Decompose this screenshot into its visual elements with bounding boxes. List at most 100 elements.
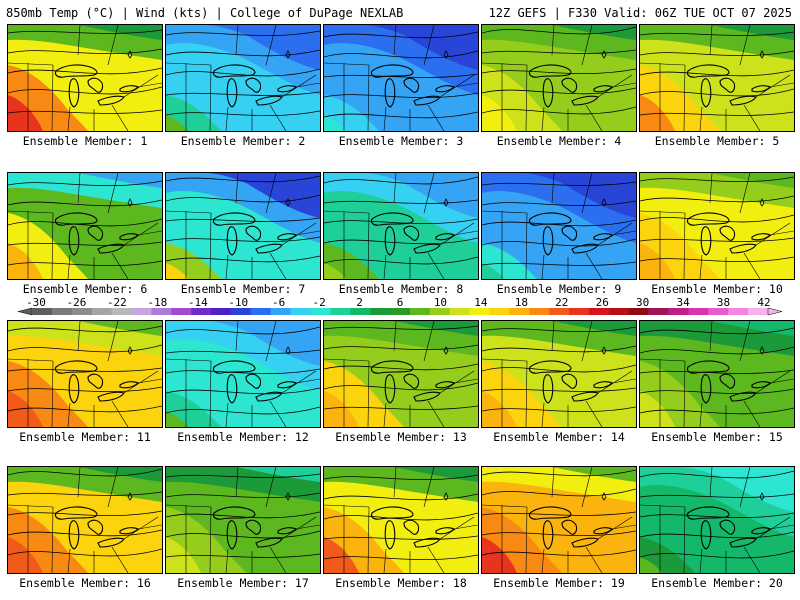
colorbar-tick-label: 22 (555, 296, 568, 309)
ensemble-member-label: Ensemble Member: 15 (651, 430, 783, 444)
colorbar-swatch (51, 308, 73, 315)
ensemble-map-16 (7, 466, 163, 574)
colorbar-tick-label: 10 (434, 296, 447, 309)
colorbar-swatch (569, 308, 590, 315)
temperature-map-3 (324, 25, 478, 131)
colorbar-swatch (131, 308, 152, 315)
ensemble-map-20 (639, 466, 795, 574)
colorbar-tick-label: 38 (717, 296, 730, 309)
colorbar-swatch (111, 308, 132, 315)
colorbar-swatch (71, 308, 92, 315)
colorbar-swatch (250, 308, 272, 315)
temperature-map-14 (482, 321, 636, 427)
colorbar-swatch (748, 308, 769, 315)
colorbar-max-arrow (767, 307, 783, 316)
colorbar-tick-label: 42 (757, 296, 770, 309)
ensemble-map-2 (165, 24, 321, 132)
colorbar-swatch (151, 308, 172, 315)
colorbar-swatch (608, 308, 630, 315)
colorbar-swatch (350, 308, 371, 315)
colorbar-swatch (449, 308, 470, 315)
temperature-map-4 (482, 25, 636, 131)
ensemble-map-11 (7, 320, 163, 428)
colorbar-swatch (549, 308, 570, 315)
ensemble-map-1 (7, 24, 163, 132)
colorbar-swatch (688, 308, 709, 315)
colorbar-swatch (409, 308, 431, 315)
colorbar-swatch (489, 308, 510, 315)
colorbar-swatch (310, 308, 331, 315)
temperature-map-20 (640, 467, 794, 573)
ensemble-member-label: Ensemble Member: 14 (493, 430, 625, 444)
ensemble-member-label: Ensemble Member: 9 (496, 282, 622, 296)
ensemble-member-label: Ensemble Member: 8 (338, 282, 464, 296)
colorbar-swatch (290, 308, 311, 315)
temperature-map-16 (8, 467, 162, 573)
ensemble-member-label: Ensemble Member: 7 (180, 282, 306, 296)
ensemble-member-label: Ensemble Member: 5 (654, 134, 780, 148)
ensemble-member-label: Ensemble Member: 20 (651, 576, 783, 590)
ensemble-member-label: Ensemble Member: 19 (493, 576, 625, 590)
colorbar-swatch (390, 308, 411, 315)
ensemble-map-3 (323, 24, 479, 132)
ensemble-member-label: Ensemble Member: 12 (177, 430, 309, 444)
ensemble-map-5 (639, 24, 795, 132)
colorbar-swatch (529, 308, 550, 315)
temperature-map-13 (324, 321, 478, 427)
temperature-map-8 (324, 173, 478, 279)
ensemble-member-label: Ensemble Member: 1 (22, 134, 148, 148)
colorbar-tick-label: 18 (515, 296, 528, 309)
ensemble-map-17 (165, 466, 321, 574)
colorbar-tick-label: -6 (272, 296, 285, 309)
colorbar-tick-label: -18 (147, 296, 167, 309)
temperature-map-10 (640, 173, 794, 279)
temperature-map-19 (482, 467, 636, 573)
ensemble-member-label: Ensemble Member: 3 (338, 134, 464, 148)
colorbar-min-arrow (17, 307, 33, 316)
temperature-map-9 (482, 173, 636, 279)
colorbar-tick-label: 26 (596, 296, 609, 309)
colorbar-tick-label: -14 (188, 296, 208, 309)
colorbar-swatch (648, 308, 669, 315)
ensemble-member-label: Ensemble Member: 16 (19, 576, 151, 590)
temperature-map-11 (8, 321, 162, 427)
colorbar-tick-label: -26 (67, 296, 87, 309)
ensemble-member-label: Ensemble Member: 11 (19, 430, 151, 444)
ensemble-map-8 (323, 172, 479, 280)
colorbar-swatch (370, 308, 391, 315)
colorbar-swatch (191, 308, 212, 315)
temperature-colorbar: -30 -26 -22 -18 -14 -10 -6 -2 2 6 10 14 18 22 26 30 34 38… (0, 296, 800, 318)
colorbar-swatch (32, 308, 53, 315)
ensemble-map-9 (481, 172, 637, 280)
ensemble-map-18 (323, 466, 479, 574)
ensemble-member-label: Ensemble Member: 18 (335, 576, 467, 590)
ensemble-map-10 (639, 172, 795, 280)
ensemble-map-15 (639, 320, 795, 428)
colorbar-svg: -30 -26 -22 -18 -14 -10 -6 -2 2 6 10 14 18 22 26 30 34 38… (17, 296, 783, 316)
colorbar-tick-label: 2 (356, 296, 363, 309)
header-left-title: 850mb Temp (°C) | Wind (kts) | College o… (6, 6, 404, 20)
colorbar-swatch (429, 308, 451, 315)
ensemble-member-label: Ensemble Member: 6 (22, 282, 148, 296)
header-right-title: 12Z GEFS | F330 Valid: 06Z TUE OCT 07 20… (488, 6, 792, 20)
temperature-map-12 (166, 321, 320, 427)
colorbar-swatch (509, 308, 530, 315)
ensemble-map-7 (165, 172, 321, 280)
temperature-map-7 (166, 173, 320, 279)
colorbar-swatch (668, 308, 689, 315)
ensemble-map-12 (165, 320, 321, 428)
temperature-map-15 (640, 321, 794, 427)
colorbar-tick-label: -10 (228, 296, 248, 309)
temperature-map-6 (8, 173, 162, 279)
colorbar-swatch (588, 308, 610, 315)
colorbar-tick-label: 6 (397, 296, 404, 309)
colorbar-tick-label: 30 (636, 296, 649, 309)
colorbar-swatch (230, 308, 252, 315)
colorbar-tick-label: -2 (312, 296, 325, 309)
ensemble-member-label: Ensemble Member: 13 (335, 430, 467, 444)
colorbar-swatch (330, 308, 351, 315)
ensemble-map-14 (481, 320, 637, 428)
colorbar-swatch (708, 308, 729, 315)
colorbar-swatch (211, 308, 232, 315)
colorbar-swatch (728, 308, 749, 315)
